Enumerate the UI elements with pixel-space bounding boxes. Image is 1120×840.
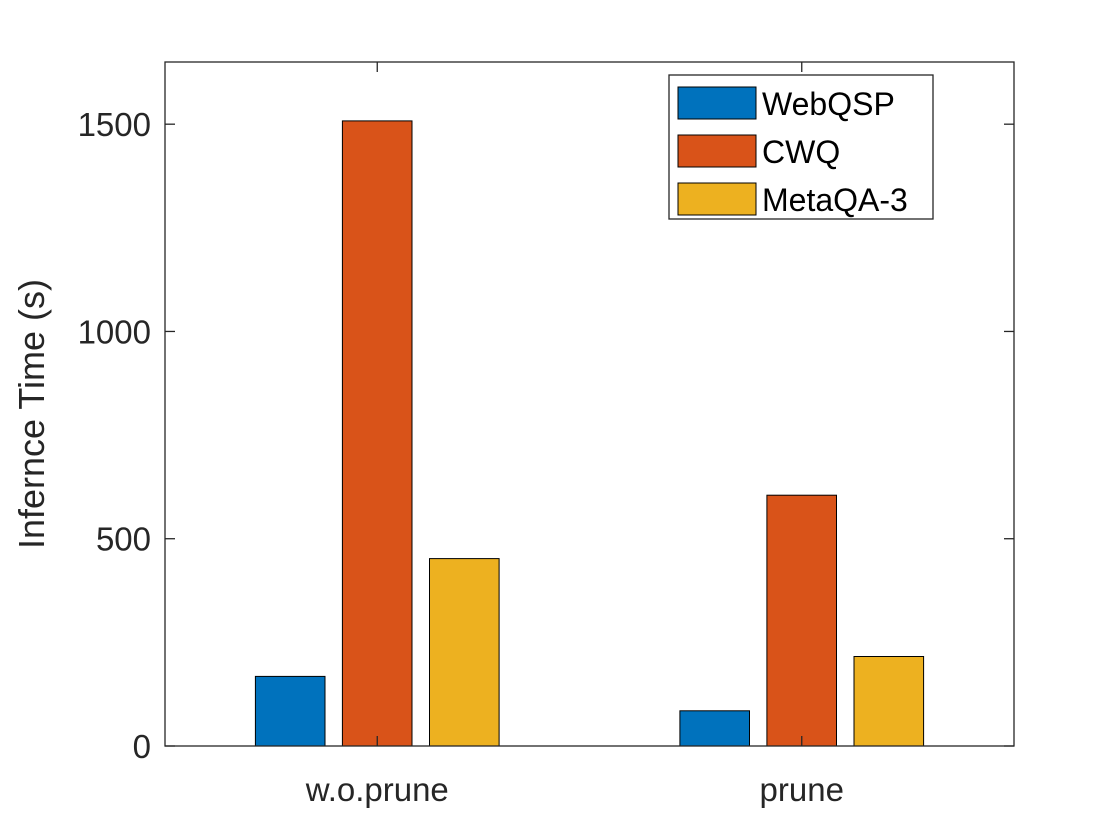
ticks-layer: 0 500 1000 1500 w.o.prune prune	[78, 62, 1014, 808]
y-tick-label: 1000	[78, 313, 151, 350]
legend-label: MetaQA-3	[762, 182, 908, 218]
y-axis-title: Infernce Time (s)	[11, 279, 52, 549]
legend-swatch	[677, 182, 757, 216]
bar-webqsp-prune	[679, 710, 751, 747]
y-tick-label: 1500	[78, 106, 151, 143]
legend-swatch	[677, 134, 757, 168]
bar-cwq-w-o-prune	[341, 120, 413, 747]
y-tick-label: 0	[133, 728, 151, 765]
legend-label: CWQ	[762, 134, 840, 170]
plot-frame	[164, 61, 1015, 747]
bars-layer	[254, 120, 925, 747]
x-tick-label: w.o.prune	[305, 771, 449, 808]
bar-metaqa-3-w-o-prune	[429, 558, 500, 747]
legend-swatch	[677, 86, 757, 120]
legend: WebQSP CWQ MetaQA-3	[668, 74, 934, 220]
bar-webqsp-w-o-prune	[254, 675, 326, 747]
legend-label: WebQSP	[762, 86, 895, 122]
x-tick-label: prune	[760, 771, 844, 808]
bar-metaqa-3-prune	[853, 656, 925, 747]
bar-cwq-prune	[766, 494, 838, 747]
y-tick-label: 500	[96, 521, 151, 558]
